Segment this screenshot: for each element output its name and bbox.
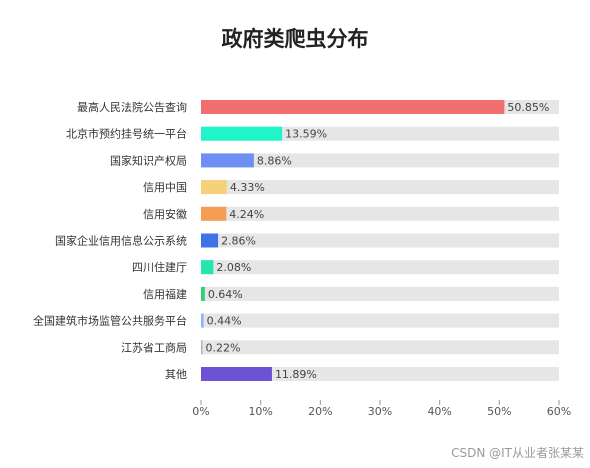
data-label: 0.22% [206, 341, 241, 354]
bar [201, 126, 283, 141]
bar-track [201, 126, 559, 141]
category-label: 最高人民法院公告查询 [77, 100, 187, 114]
x-axis: 0% 10% 20% 30% 40% 50% 60% [192, 400, 571, 418]
watermark: CSDN @IT从业者张某某 [451, 446, 584, 460]
bar [201, 180, 227, 195]
data-label: 2.08% [216, 261, 251, 274]
bar [201, 233, 219, 248]
category-label: 国家企业信用信息公示系统 [55, 234, 187, 248]
x-tick-label: 10% [248, 405, 272, 418]
data-label: 0.44% [207, 315, 242, 328]
bar-track [201, 260, 559, 275]
bar-track [201, 206, 559, 221]
category-label: 全国建筑市场监管公共服务平台 [33, 314, 187, 328]
chart-title: 政府类爬虫分布 [222, 27, 369, 51]
category-label: 信用中国 [143, 181, 187, 194]
bar [201, 206, 227, 221]
x-tick-label: 30% [368, 405, 392, 418]
bars [201, 100, 505, 381]
bar [201, 313, 204, 328]
x-tick-label: 20% [308, 405, 332, 418]
bar-track [201, 153, 559, 168]
bar [201, 100, 505, 114]
category-label: 四川住建厅 [132, 260, 187, 274]
data-label: 13.59% [285, 128, 327, 141]
category-label: 信用福建 [143, 287, 187, 301]
category-label: 江苏省工商局 [121, 340, 187, 354]
bar [201, 260, 214, 275]
bar-track [201, 286, 559, 301]
category-label: 信用安徽 [143, 207, 187, 221]
x-tick-label: 50% [487, 405, 511, 418]
bar-tracks [201, 100, 559, 381]
bar-track [201, 233, 559, 248]
data-label: 0.64% [208, 288, 243, 301]
bar-track [201, 180, 559, 195]
x-tick-label: 0% [192, 405, 209, 418]
bar [201, 367, 272, 381]
category-labels: 最高人民法院公告查询北京市预约挂号统一平台国家知识产权局信用中国信用安徽国家企业… [33, 100, 187, 381]
bar [201, 153, 254, 168]
x-tick-label: 40% [427, 405, 451, 418]
data-label: 50.85% [507, 101, 549, 114]
bar [201, 340, 203, 355]
category-label: 国家知识产权局 [110, 153, 187, 167]
category-label: 北京市预约挂号统一平台 [66, 127, 187, 141]
data-label: 4.33% [230, 181, 265, 194]
category-label: 其他 [165, 368, 187, 381]
bar-track [201, 367, 559, 381]
x-tick-label: 60% [547, 405, 571, 418]
data-label: 4.24% [229, 208, 264, 221]
bar [201, 286, 205, 301]
bar-track [201, 340, 559, 355]
data-label: 8.86% [257, 154, 292, 167]
data-label: 2.86% [221, 235, 256, 248]
data-label: 11.89% [275, 368, 317, 381]
bar-track [201, 313, 559, 328]
value-labels: 50.85% 13.59% 8.86% 4.33% 4.24% 2.86% 2.08% 0.6… [206, 101, 550, 381]
